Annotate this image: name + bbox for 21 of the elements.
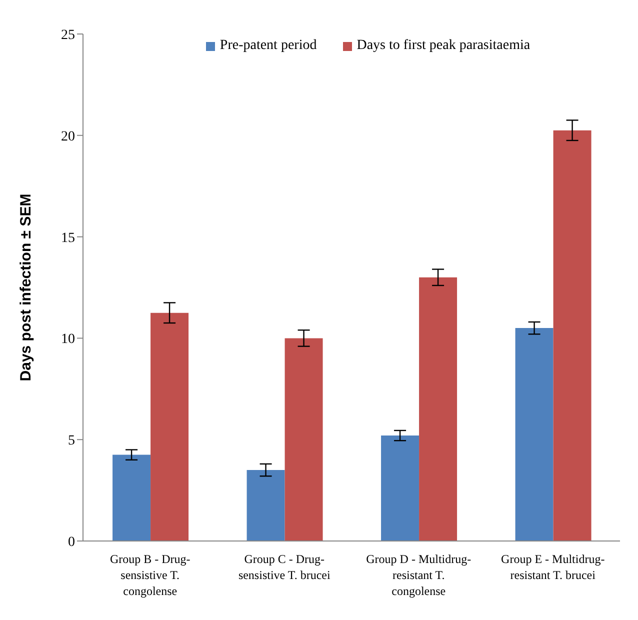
bar: [553, 130, 592, 541]
bar: [112, 454, 151, 541]
bar: [381, 436, 420, 541]
bar: [246, 470, 285, 541]
x-tick-label: Group C - Drug-sensistive T. brucei: [238, 552, 331, 582]
legend-label: Days to first peak parasitaemia: [356, 38, 530, 54]
bar: [419, 277, 458, 541]
x-tick-label: Group B - Drug-sensistive T. congolense: [110, 552, 190, 598]
y-tick-label: 20: [61, 129, 75, 144]
y-tick-label: 15: [61, 230, 75, 246]
y-tick-label: 0: [68, 534, 75, 550]
bar: [515, 328, 554, 541]
x-tick-label: Group E - Multidrug-resistant T. brucei: [501, 552, 605, 582]
bar: [150, 312, 189, 541]
y-axis-title: Days post infection ± SEM: [17, 194, 34, 382]
legend-label: Pre-patent period: [220, 38, 317, 54]
y-tick-label: 10: [61, 332, 75, 348]
y-tick-label: 5: [68, 434, 75, 449]
bar: [284, 338, 323, 541]
x-tick-label: Group D - Multidrug-resistant T. congolense: [366, 552, 472, 598]
y-tick-label: 25: [61, 28, 75, 43]
